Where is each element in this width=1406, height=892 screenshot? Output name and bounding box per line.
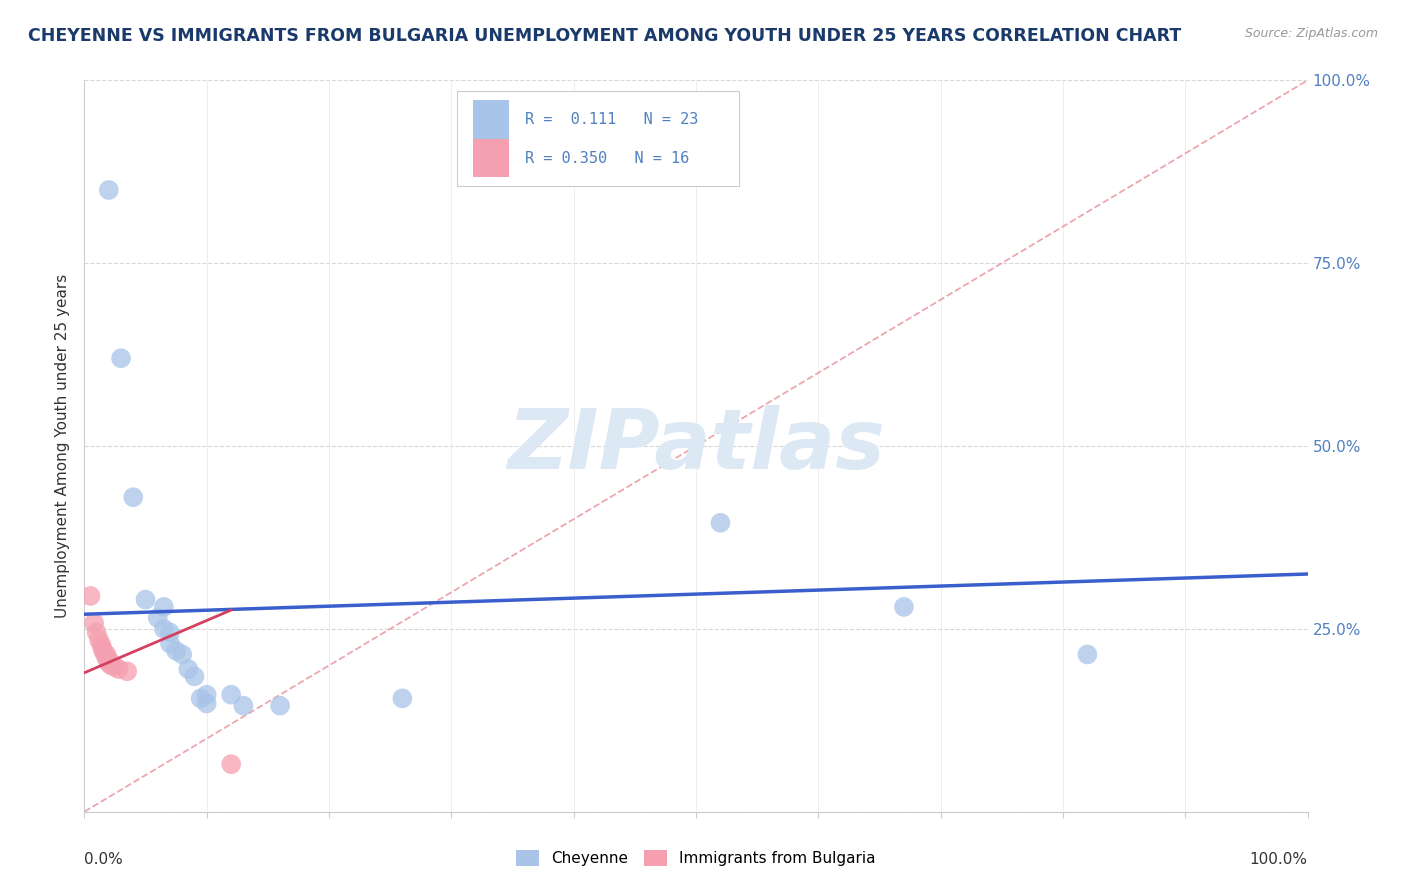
Point xyxy=(135,592,157,607)
Point xyxy=(83,615,105,630)
Point xyxy=(96,648,118,662)
Point xyxy=(86,625,108,640)
FancyBboxPatch shape xyxy=(457,91,738,186)
Text: R = 0.350   N = 16: R = 0.350 N = 16 xyxy=(524,151,689,166)
Point xyxy=(391,691,413,706)
FancyBboxPatch shape xyxy=(474,139,509,178)
Point xyxy=(159,625,181,640)
Point xyxy=(146,611,169,625)
Point xyxy=(165,644,187,658)
Point xyxy=(219,688,242,702)
Point xyxy=(893,599,915,614)
Point xyxy=(159,636,181,650)
Point xyxy=(1076,648,1098,662)
Point xyxy=(91,642,114,657)
Point xyxy=(195,688,218,702)
Point xyxy=(122,490,145,504)
Point xyxy=(177,662,200,676)
Point xyxy=(183,669,205,683)
Point xyxy=(79,589,101,603)
Point xyxy=(97,652,120,666)
Point xyxy=(219,757,242,772)
Text: ZIPatlas: ZIPatlas xyxy=(508,406,884,486)
Point xyxy=(172,648,194,662)
Point xyxy=(104,660,127,674)
Text: 100.0%: 100.0% xyxy=(1250,852,1308,867)
Legend: Cheyenne, Immigrants from Bulgaria: Cheyenne, Immigrants from Bulgaria xyxy=(516,850,876,866)
Point xyxy=(110,351,132,366)
Point xyxy=(709,516,731,530)
Point xyxy=(100,658,122,673)
Text: R =  0.111   N = 23: R = 0.111 N = 23 xyxy=(524,112,699,127)
Point xyxy=(97,183,120,197)
Point xyxy=(153,599,176,614)
Text: Source: ZipAtlas.com: Source: ZipAtlas.com xyxy=(1244,27,1378,40)
Text: 0.0%: 0.0% xyxy=(84,852,124,867)
Point xyxy=(97,657,120,671)
Point xyxy=(115,665,138,679)
Point xyxy=(190,691,212,706)
Point xyxy=(96,651,118,665)
Point xyxy=(269,698,291,713)
Text: CHEYENNE VS IMMIGRANTS FROM BULGARIA UNEMPLOYMENT AMONG YOUTH UNDER 25 YEARS COR: CHEYENNE VS IMMIGRANTS FROM BULGARIA UNE… xyxy=(28,27,1181,45)
Point xyxy=(195,697,218,711)
Point xyxy=(93,645,115,659)
FancyBboxPatch shape xyxy=(474,101,509,138)
Point xyxy=(90,638,112,652)
Point xyxy=(107,662,129,676)
Point xyxy=(87,632,110,647)
Point xyxy=(232,698,254,713)
Point xyxy=(153,622,176,636)
Y-axis label: Unemployment Among Youth under 25 years: Unemployment Among Youth under 25 years xyxy=(55,274,70,618)
